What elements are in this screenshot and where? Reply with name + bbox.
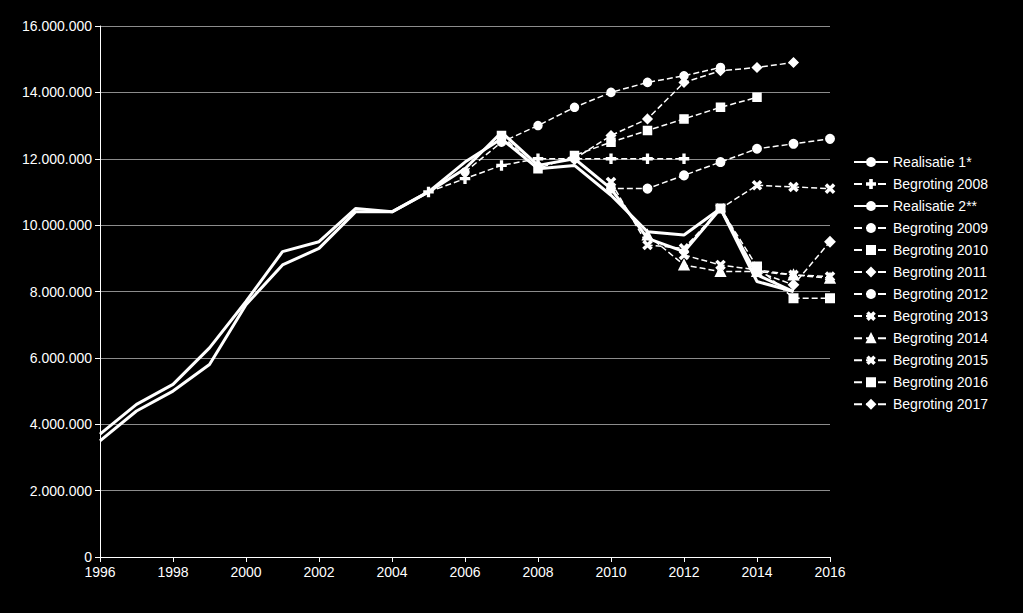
svg-text:Begroting 2008: Begroting 2008: [893, 176, 988, 192]
svg-text:2.000.000: 2.000.000: [30, 483, 92, 499]
svg-text:Begroting 2010: Begroting 2010: [893, 242, 988, 258]
svg-text:2006: 2006: [449, 564, 480, 580]
svg-text:Begroting 2016: Begroting 2016: [893, 374, 988, 390]
svg-text:2016: 2016: [814, 564, 845, 580]
svg-text:12.000.000: 12.000.000: [22, 151, 92, 167]
svg-text:2004: 2004: [376, 564, 407, 580]
svg-text:Realisatie 1*: Realisatie 1*: [893, 154, 972, 170]
svg-text:Begroting 2012: Begroting 2012: [893, 286, 988, 302]
svg-text:2014: 2014: [741, 564, 772, 580]
svg-text:Begroting 2015: Begroting 2015: [893, 352, 988, 368]
svg-text:6.000.000: 6.000.000: [30, 350, 92, 366]
svg-text:2010: 2010: [595, 564, 626, 580]
svg-text:Begroting 2011: Begroting 2011: [893, 264, 987, 280]
svg-text:2002: 2002: [303, 564, 334, 580]
svg-text:Begroting 2009: Begroting 2009: [893, 220, 988, 236]
svg-text:10.000.000: 10.000.000: [22, 217, 92, 233]
svg-text:2012: 2012: [668, 564, 699, 580]
svg-text:2008: 2008: [522, 564, 553, 580]
svg-text:2000: 2000: [230, 564, 261, 580]
svg-text:0: 0: [84, 549, 92, 565]
svg-text:8.000.000: 8.000.000: [30, 284, 92, 300]
svg-text:16.000.000: 16.000.000: [22, 18, 92, 34]
svg-text:1998: 1998: [157, 564, 188, 580]
svg-text:Begroting 2014: Begroting 2014: [893, 330, 988, 346]
svg-text:Realisatie 2**: Realisatie 2**: [893, 198, 978, 214]
svg-text:Begroting 2013: Begroting 2013: [893, 308, 988, 324]
svg-text:4.000.000: 4.000.000: [30, 416, 92, 432]
svg-text:Begroting 2017: Begroting 2017: [893, 396, 988, 412]
svg-text:14.000.000: 14.000.000: [22, 84, 92, 100]
svg-text:1996: 1996: [84, 564, 115, 580]
